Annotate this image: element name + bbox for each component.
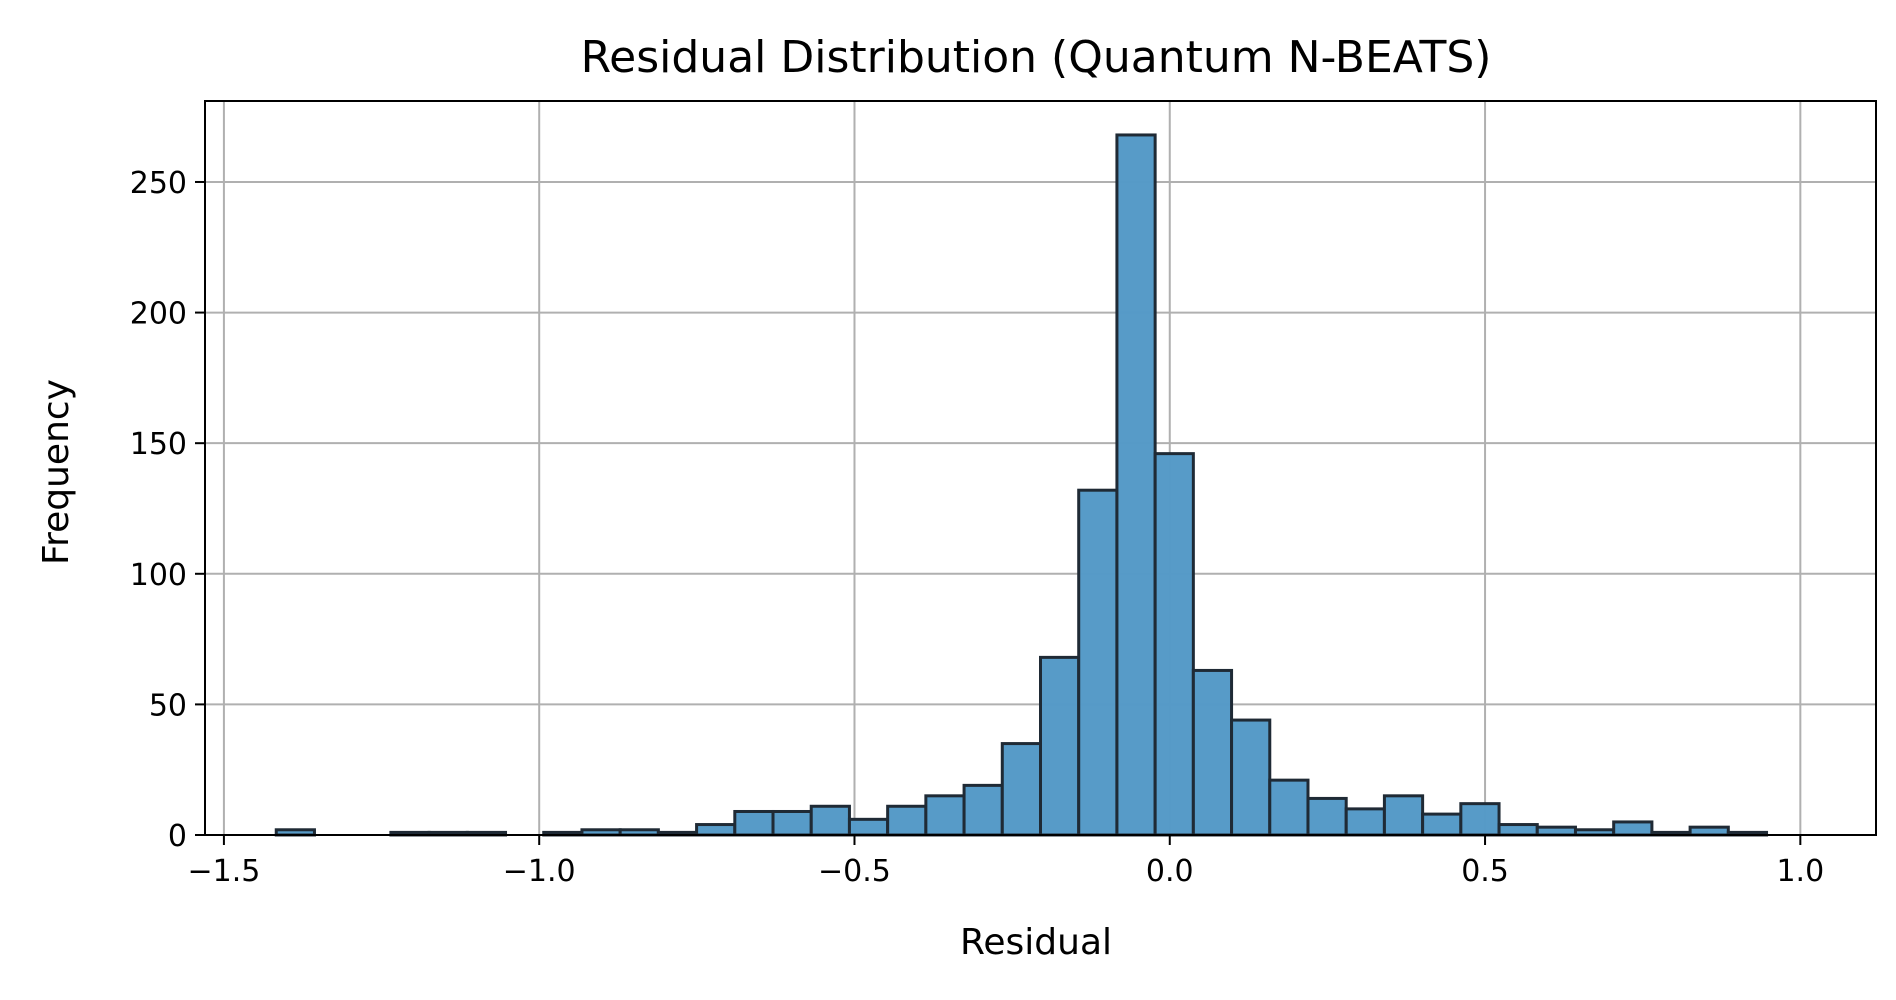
histogram-bar: [1344, 807, 1386, 837]
y-tick-label: 150: [130, 427, 187, 462]
histogram-bar: [886, 804, 928, 837]
x-tick-label: −1.5: [187, 854, 260, 889]
histogram-bar: [1268, 778, 1310, 837]
axis-ticks: −1.5 −1.0 −0.5 0.0 0.5 1.0 0 50 100 150 200 250: [130, 166, 1824, 889]
histogram-bar: [924, 794, 966, 837]
histogram-bar: [1535, 825, 1577, 837]
histogram-bar: [1230, 718, 1272, 837]
histogram-bar: [1115, 133, 1157, 837]
x-tick-label: −0.5: [818, 854, 891, 889]
histogram-bar: [1459, 802, 1501, 837]
x-tick-label: 0.5: [1461, 854, 1509, 889]
y-axis-label: Frequency: [36, 379, 77, 565]
histogram-bar: [1382, 794, 1425, 837]
chart-title: Residual Distribution (Quantum N-BEATS): [581, 32, 1492, 83]
y-tick-label: 100: [130, 558, 187, 593]
histogram-bar: [733, 809, 775, 837]
histogram-bar: [1191, 668, 1234, 837]
histogram-bar: [1421, 812, 1463, 837]
x-tick-label: 1.0: [1776, 854, 1824, 889]
bars: [274, 133, 1769, 837]
y-tick-label: 0: [168, 819, 187, 854]
histogram-bar: [809, 804, 851, 837]
histogram-bar: [847, 817, 890, 837]
histogram-bar: [1497, 823, 1539, 837]
x-tick-label: 0.0: [1146, 854, 1194, 889]
y-tick-label: 50: [149, 688, 187, 723]
x-axis-label: Residual: [960, 922, 1112, 963]
histogram-bar: [1153, 452, 1195, 837]
histogram-bar: [695, 823, 737, 837]
histogram-bar: [1000, 742, 1043, 837]
histogram-bar: [1688, 825, 1730, 837]
histogram-bar: [1306, 796, 1348, 837]
y-tick-label: 250: [130, 166, 187, 201]
y-tick-label: 200: [130, 297, 187, 332]
histogram-bar: [771, 809, 813, 837]
plot-frame: [204, 100, 1877, 836]
histogram-bar: [1039, 655, 1081, 837]
histogram-bar: [962, 783, 1004, 837]
x-tick-label: −1.0: [503, 854, 576, 889]
histogram-bar: [1077, 488, 1119, 837]
histogram-bar: [1612, 820, 1654, 837]
